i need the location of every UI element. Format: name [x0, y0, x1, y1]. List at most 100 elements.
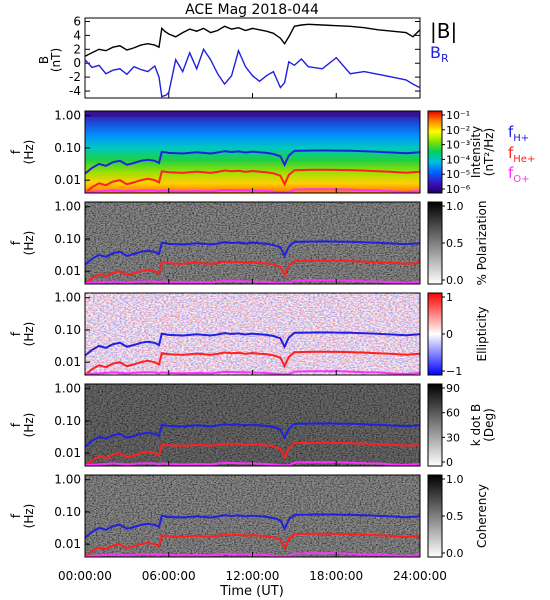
panel-coherency: 1.00 0.10 0.01 f (Hz) 1.0 0.5 0.0 Coherency: [9, 473, 489, 560]
time-tick-label: 18:00:00: [309, 569, 363, 583]
colorbar-coherency: [427, 474, 443, 558]
spectrogram-panels: 1.000.100.01f (Hz)10⁻¹10⁻²10⁻³10⁻⁴10⁻⁵10⁻…: [9, 109, 496, 560]
bfield-frame: [84, 17, 421, 99]
freq-axis-label: f: [9, 149, 23, 154]
panel-intensity: 1.00 0.10 0.01 f (Hz) 10⁻¹ 10⁻² 10⁻³10⁻⁴ 10⁻⁵ 10⁻…: [9, 109, 496, 196]
freq-axis-label: f: [9, 422, 23, 427]
freq-axis-unit: (Hz): [22, 322, 36, 347]
colorbar-tick-label: 0.5: [446, 237, 464, 250]
colorbar-tick-label: 90: [446, 382, 460, 395]
colorbar-label: Ellipticity: [475, 307, 489, 362]
colorbar-tick-label: 1: [446, 291, 453, 304]
freq-axis-label: f: [9, 513, 23, 518]
legend-fh-main: f: [508, 123, 514, 141]
colorbar-tick-label: 10⁻³: [446, 139, 470, 152]
legend-fhe: fHe+: [508, 144, 535, 165]
bfield-ytick-label: -2: [69, 70, 81, 84]
legend-fh-sub: H+: [513, 133, 529, 144]
colorbar-tick-label: 60: [446, 407, 460, 420]
time-tick-label: 12:00:00: [226, 569, 280, 583]
colorbar-tick-label: 10⁻²: [446, 124, 470, 137]
trace-fh: [84, 422, 421, 448]
trace-fhe: [84, 350, 421, 376]
freq-tick-label: 1.00: [54, 109, 81, 123]
freq-axis-unit: (Hz): [22, 413, 36, 438]
bfield-ylabel-b: B: [37, 56, 51, 64]
freq-tick-label: 1.00: [54, 291, 81, 305]
legend-fhe-main: f: [508, 144, 514, 162]
freq-axis-unit: (Hz): [22, 231, 36, 256]
trace-fh: [84, 240, 421, 266]
bfield-ytick-label: 6: [73, 14, 81, 28]
colorbar-tick-label: 1.0: [446, 473, 464, 486]
bfield-ytick-label: 0: [73, 56, 81, 70]
colorbar-tick-label: −1: [446, 365, 462, 378]
freq-tick-label: 0.10: [54, 414, 81, 428]
freq-axis-unit: (Hz): [22, 504, 36, 529]
freq-tick-label: 0.01: [54, 173, 81, 187]
colorbar-label: Intensity: [469, 126, 483, 178]
freq-legend: fH+ fHe+ fO+: [508, 123, 535, 185]
time-tick-label: 00:00:00: [58, 569, 112, 583]
colorbar-unit: (nT²/Hz): [482, 128, 496, 176]
bfield-ytick-label: -4: [69, 84, 81, 98]
time-tick-label: 06:00:00: [142, 569, 196, 583]
colorbar-tick-label: 1.0: [446, 200, 464, 213]
freq-tick-label: 1.00: [54, 200, 81, 214]
freq-tick-label: 1.00: [54, 382, 81, 396]
panel-ellipticity: 1.00 0.10 0.01 f (Hz) 1 0 −1 Ellipticity: [9, 291, 489, 378]
legend-br: BR: [430, 43, 449, 65]
colorbar-kdotb: [427, 383, 443, 467]
freq-axis-label: f: [9, 331, 23, 336]
time-axis-label: Time (UT): [219, 584, 284, 599]
colorbar-tick-label: 0: [446, 456, 453, 469]
bfield-ytick-label: 4: [73, 28, 81, 42]
colorbar-label: k dot B: [469, 404, 483, 446]
freq-axis-unit: (Hz): [22, 140, 36, 165]
legend-fh: fH+: [508, 123, 529, 144]
trace-fhe: [84, 532, 421, 558]
freq-tick-label: 0.01: [54, 446, 81, 460]
trace-fhe: [84, 441, 421, 467]
colorbar-ellipticity: [427, 292, 443, 376]
freq-tick-label: 0.10: [54, 505, 81, 519]
freq-tick-label: 0.01: [54, 264, 81, 278]
colorbar-intensity: [427, 110, 443, 194]
trace-fh: [84, 513, 421, 539]
intensity-top-band: [85, 111, 420, 117]
trace-fh: [84, 331, 421, 357]
trace-fhe: [84, 259, 421, 285]
legend-btotal: |B|: [430, 19, 457, 43]
freq-tick-label: 0.10: [54, 232, 81, 246]
colorbar-polarization: [427, 201, 443, 285]
freq-tick-label: 1.00: [54, 473, 81, 487]
series-br-line: [84, 47, 421, 98]
legend-br-main: B: [430, 43, 441, 62]
colorbar-tick-label: 0.0: [446, 274, 464, 287]
series-btotal-line: [84, 23, 421, 57]
freq-tick-label: 0.10: [54, 141, 81, 155]
time-tick-label: 24:00:00: [393, 569, 447, 583]
colorbar-unit: (Deg): [482, 408, 496, 442]
legend-fo-sub: O+: [513, 174, 529, 185]
colorbar-tick-label: 0: [446, 328, 453, 341]
trace-fhe: [84, 168, 421, 194]
colorbar-label: Coherency: [475, 484, 489, 548]
bfield-ylabel-unit: (nT): [49, 48, 63, 72]
freq-tick-label: 0.01: [54, 537, 81, 551]
freq-axis-label: f: [9, 240, 23, 245]
legend-fhe-sub: He+: [513, 154, 535, 165]
colorbar-tick-label: 10⁻¹: [446, 109, 470, 122]
colorbar-tick-label: 10⁻⁴: [446, 153, 471, 166]
legend-br-sub: R: [441, 52, 449, 65]
bfield-ytick-label: 2: [73, 42, 81, 56]
colorbar-tick-label: 0.5: [446, 510, 464, 523]
freq-tick-label: 0.10: [54, 323, 81, 337]
colorbar-tick-label: 10⁻⁶: [446, 183, 471, 196]
panel-kdotb: 1.00 0.10 0.01 f (Hz) 90 60 30 0 k dot B (Deg): [9, 382, 496, 469]
time-axis-ticks: 00:00:00 06:00:00 12:00:00 18:00:00 24:00:00: [58, 93, 447, 583]
colorbar-tick-label: 0.0: [446, 547, 464, 560]
